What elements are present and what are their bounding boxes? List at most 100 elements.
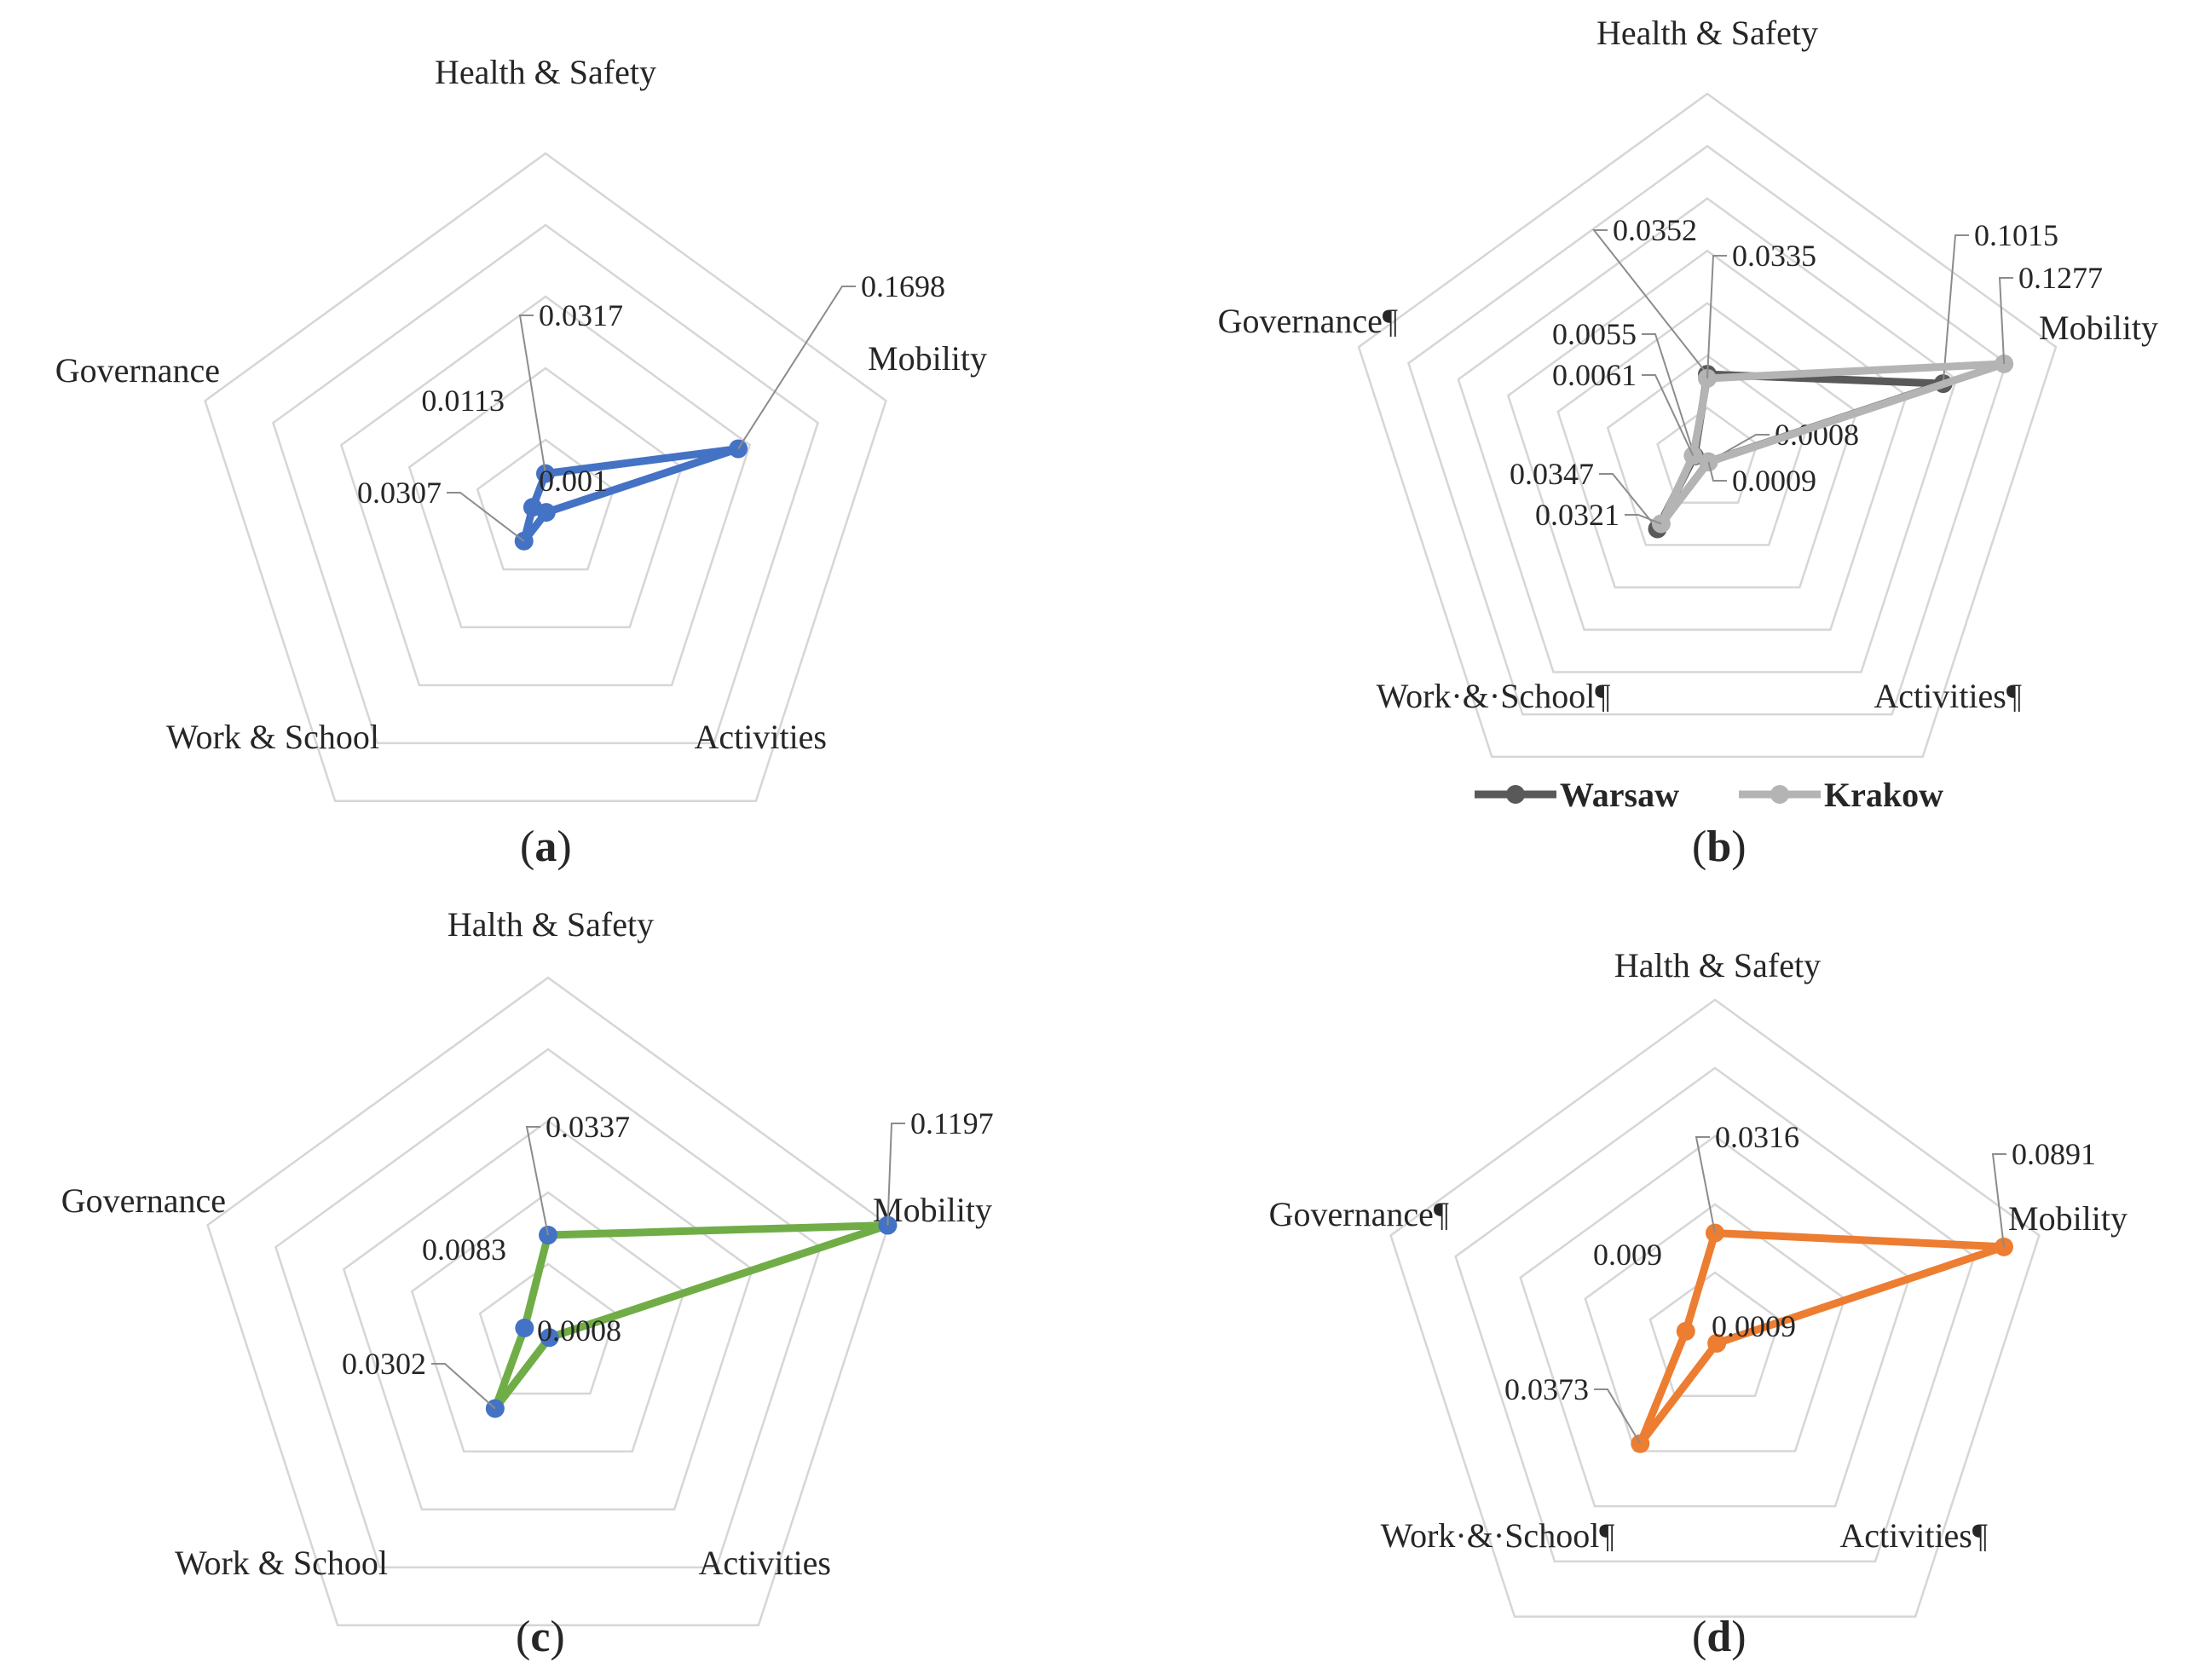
label-leader-line — [1706, 255, 1727, 379]
panel-label: (a) — [520, 823, 572, 871]
panel-label: (d) — [1692, 1613, 1747, 1661]
grid-ring — [1454, 1066, 1976, 1563]
label-leader-line — [1942, 234, 1969, 384]
series-krakow: 0.0335 0.1277 0.0009 0.0321 0.0061 — [1535, 239, 2103, 534]
grid-ring — [339, 295, 752, 687]
data-label: 0.1277 — [2018, 261, 2103, 295]
axis-label: Activities¶ — [1874, 677, 2022, 715]
data-label: 0.0317 — [539, 298, 623, 332]
label-leader-line — [1991, 1153, 2006, 1247]
grid-ring — [478, 1262, 618, 1395]
data-label: 0.0008 — [537, 1313, 621, 1348]
data-label: 0.1698 — [861, 269, 945, 303]
axis-label: Governance — [61, 1181, 226, 1220]
data-label: 0.0347 — [1510, 457, 1594, 491]
axis-label: Work·&·School¶ — [1377, 677, 1611, 715]
grid-ring — [1406, 144, 2008, 716]
radar-chart-b: Health & Safety Mobility Activities¶ Work·&… — [1218, 14, 2158, 871]
data-label: 0.0009 — [1732, 464, 1816, 498]
panel-label: (c) — [516, 1613, 565, 1661]
data-label: 0.1015 — [1974, 218, 2058, 252]
label-leader-line — [1642, 333, 1695, 457]
label-leader-line — [1599, 473, 1659, 530]
data-label: 0.009 — [1593, 1238, 1662, 1272]
grid-ring — [1584, 1203, 1846, 1452]
axis-label: Halth & Safety — [1614, 946, 1821, 984]
label-leader-line — [1594, 1388, 1642, 1445]
data-point — [1676, 1321, 1695, 1341]
radar-grid — [204, 152, 887, 803]
data-label: 0.0321 — [1535, 498, 1620, 532]
legend: Warsaw Krakow — [1475, 776, 1943, 814]
data-label: 0.0113 — [421, 384, 505, 418]
axis-label: Health & Safety — [1596, 14, 1818, 52]
radar-grid — [206, 976, 890, 1627]
axis-label: Activities — [694, 718, 827, 756]
data-label: 0.0009 — [1712, 1309, 1796, 1343]
data-label: 0.0055 — [1552, 317, 1637, 351]
radar-grid — [1357, 92, 2058, 759]
label-leader-line — [1695, 1136, 1716, 1233]
data-label: 0.0061 — [1552, 358, 1637, 392]
radar-grid — [1389, 998, 2041, 1618]
series-line — [1636, 1229, 2008, 1448]
legend-swatch-marker — [1770, 785, 1789, 804]
axis-label: Governance¶ — [1218, 302, 1398, 340]
axis-label: Work & School — [175, 1544, 388, 1582]
legend-entry: Krakow — [1824, 776, 1943, 814]
grid-ring — [274, 1048, 823, 1569]
panel-label: (b) — [1692, 823, 1747, 871]
data-label: 0.0302 — [342, 1347, 426, 1381]
grid-ring — [1606, 354, 1809, 546]
series-line — [491, 1221, 892, 1413]
axis-label: Halth & Safety — [447, 905, 654, 944]
data-label: 0.0083 — [422, 1233, 506, 1267]
grid-ring — [1357, 92, 2058, 759]
data-label: 0.0337 — [546, 1110, 630, 1144]
data-label: 0.0335 — [1732, 239, 1816, 273]
series-line — [1657, 360, 2008, 528]
axis-label: Mobility — [2008, 1199, 2128, 1238]
data-label: 0.0891 — [2012, 1137, 2096, 1171]
label-leader-line — [1642, 374, 1695, 457]
axis-label: Governance — [55, 351, 220, 390]
grid-ring — [410, 1191, 686, 1453]
data-point — [540, 1328, 559, 1348]
axis-label: Governance¶ — [1269, 1195, 1449, 1233]
grid-ring — [1519, 1134, 1911, 1508]
axis-label: Mobility — [2039, 309, 2158, 347]
data-point — [515, 1319, 534, 1338]
grid-ring — [204, 152, 887, 803]
grid-ring — [1556, 302, 1858, 589]
data-label: 0.0352 — [1613, 213, 1697, 247]
series: 0.0316 0.0891 0.0009 0.0373 0.009 — [1504, 1120, 2096, 1453]
data-label: 0.0316 — [1715, 1120, 1799, 1154]
radar-chart-a: Health & Safety Mobility Activities Work & … — [55, 53, 987, 871]
data-label: 0.0307 — [357, 476, 442, 510]
radar-chart-d: Halth & Safety Mobility Activities¶ Work·&·… — [1269, 946, 2128, 1661]
label-leader-line — [1707, 461, 1727, 482]
series: 0.0337 0.1197 0.0008 0.0302 0.0083 — [342, 1106, 994, 1418]
grid-ring — [1389, 998, 2041, 1618]
axis-label: Activities¶ — [1839, 1516, 1988, 1555]
label-leader-line — [1625, 514, 1662, 525]
series: 0.0317 0.1698 0.001 0.0307 0.0113 — [357, 269, 945, 551]
data-label: 0.1197 — [910, 1106, 994, 1140]
label-leader-line — [886, 1123, 905, 1226]
grid-ring — [407, 367, 684, 629]
grid-ring — [271, 223, 820, 745]
grid-ring — [476, 438, 615, 571]
data-label: 0.001 — [539, 464, 608, 498]
grid-ring — [1648, 1271, 1781, 1397]
label-leader-line — [447, 492, 525, 542]
data-point — [523, 498, 542, 517]
grid-ring — [206, 976, 890, 1627]
axis-label: Activities — [698, 1544, 831, 1582]
label-leader-line — [737, 286, 856, 450]
axis-label: Health & Safety — [435, 53, 656, 91]
axis-label: Work & School — [166, 718, 379, 756]
label-leader-line — [431, 1363, 496, 1410]
data-point — [1707, 1333, 1727, 1353]
